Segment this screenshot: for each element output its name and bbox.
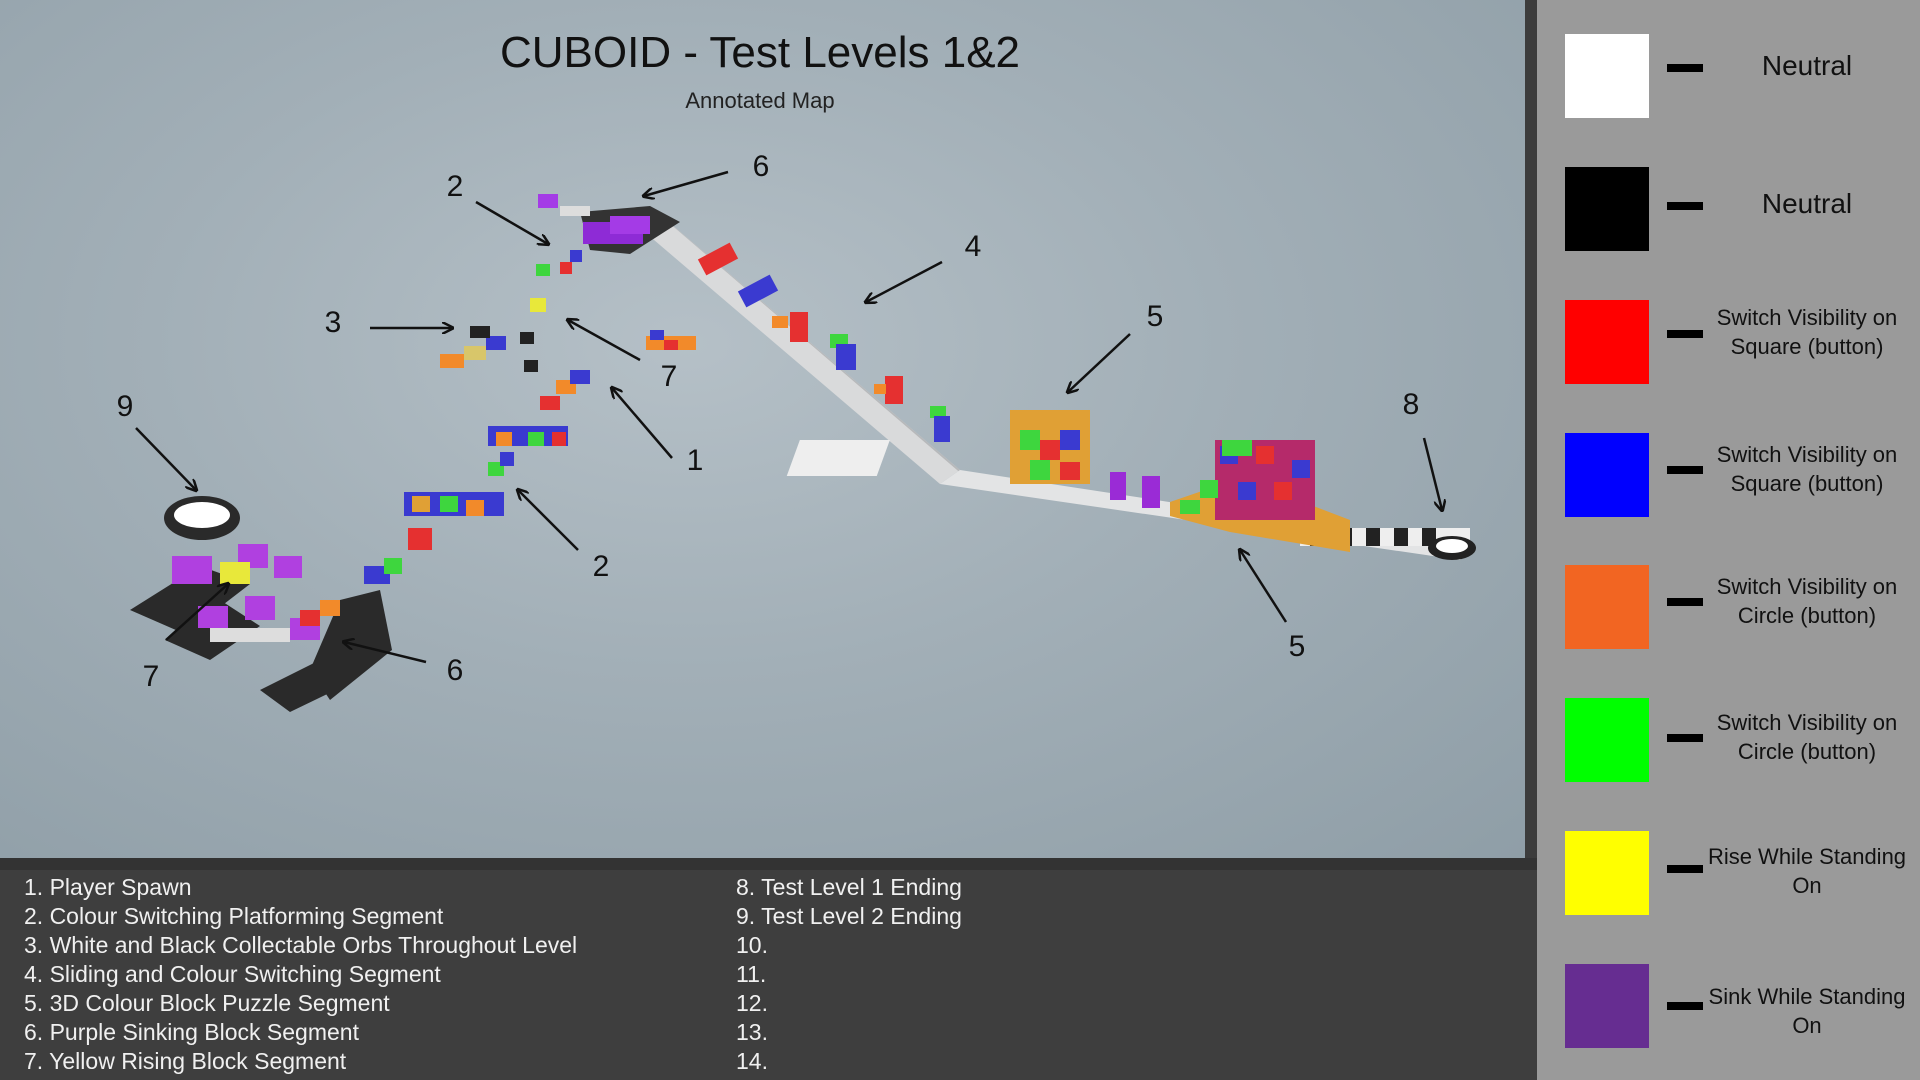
legend-dash <box>1667 466 1703 474</box>
map-label-3: 3 <box>324 306 342 339</box>
note-1: 1. Player Spawn <box>24 874 192 900</box>
legend-label-purple: Sink While Standing On <box>1708 984 1906 1038</box>
legend-dash <box>1667 64 1703 72</box>
note-14: 14. <box>736 1048 768 1074</box>
map-label-6-top: 6 <box>752 150 770 183</box>
legend-label-white: Neutral <box>1761 50 1853 81</box>
left-path-blocks <box>364 336 590 584</box>
level-map-scene <box>130 170 1476 712</box>
legend-swatch-red <box>1565 300 1649 384</box>
checker-strip-mid <box>786 440 1470 546</box>
legend-label-black: Neutral <box>1761 188 1853 219</box>
note-5: 5. 3D Colour Block Puzzle Segment <box>24 990 390 1016</box>
map-label-4: 4 <box>964 230 982 263</box>
map-subtitle: Annotated Map <box>685 88 835 113</box>
legend-swatch-black <box>1565 167 1649 251</box>
legend-swatch-purple <box>1565 964 1649 1048</box>
annotation-arrows <box>135 170 1442 664</box>
note-13: 13. <box>736 1019 768 1045</box>
map-label-7-bottom: 7 <box>142 660 160 693</box>
note-2: 2. Colour Switching Platforming Segment <box>24 903 444 929</box>
small-clusters <box>470 250 696 372</box>
map-label-9: 9 <box>116 390 134 423</box>
legend-label-green: Switch Visibility on Circle (button) <box>1716 710 1898 764</box>
map-label-7-top: 7 <box>660 360 678 393</box>
map-label-5-top: 5 <box>1146 300 1164 333</box>
annotation-notes: 1. Player Spawn 2. Colour Switching Plat… <box>0 870 1537 1080</box>
legend-label-orange: Switch Visibility on Circle (button) <box>1716 574 1898 628</box>
legend-dash <box>1667 865 1703 873</box>
legend-swatch-green <box>1565 698 1649 782</box>
legend-label-yellow: Rise While Standing On <box>1707 844 1907 898</box>
note-4: 4. Sliding and Colour Switching Segment <box>24 961 441 987</box>
note-11: 11. <box>736 961 767 987</box>
slide-track <box>640 218 1470 560</box>
note-8: 8. Test Level 1 Ending <box>736 874 962 900</box>
note-9: 9. Test Level 2 Ending <box>736 903 962 929</box>
legend-dash <box>1667 598 1703 606</box>
legend-label-red: Switch Visibility on Square (button) <box>1716 305 1898 359</box>
note-10: 10. <box>736 932 768 958</box>
legend-dash <box>1667 202 1703 210</box>
map-label-6-bottom: 6 <box>446 654 464 687</box>
map-title: CUBOID - Test Levels 1&2 <box>499 28 1021 77</box>
legend-dash <box>1667 1002 1703 1010</box>
map-label-2-bottom: 2 <box>592 550 610 583</box>
map-label-8: 8 <box>1402 388 1420 421</box>
legend-dash <box>1667 734 1703 742</box>
legend-swatch-white <box>1565 34 1649 118</box>
legend-dash <box>1667 330 1703 338</box>
vertical-divider <box>1525 0 1537 1080</box>
color-legend: Neutral Neutral Switch Visibility on Squ… <box>1537 0 1920 1080</box>
legend-label-blue: Switch Visibility on Square (button) <box>1716 442 1898 496</box>
note-3: 3. White and Black Collectable Orbs Thro… <box>24 932 578 958</box>
slide-blocks <box>697 242 1160 508</box>
horizontal-divider <box>0 858 1537 870</box>
map-label-5-bottom: 5 <box>1288 630 1306 663</box>
legend-swatch-orange <box>1565 565 1649 649</box>
map-label-2-top: 2 <box>446 170 464 203</box>
top-platform <box>538 194 680 254</box>
note-7: 7. Yellow Rising Block Segment <box>24 1048 347 1074</box>
legend-swatch-blue <box>1565 433 1649 517</box>
puzzle-block-a <box>1010 410 1090 484</box>
note-6: 6. Purple Sinking Block Segment <box>24 1019 359 1045</box>
map-label-1: 1 <box>686 444 704 477</box>
bottom-left-maze <box>130 544 392 712</box>
legend-swatch-yellow <box>1565 831 1649 915</box>
map-viewport <box>0 0 1525 858</box>
puzzle-block-b <box>1170 440 1350 552</box>
note-12: 12. <box>736 990 768 1016</box>
